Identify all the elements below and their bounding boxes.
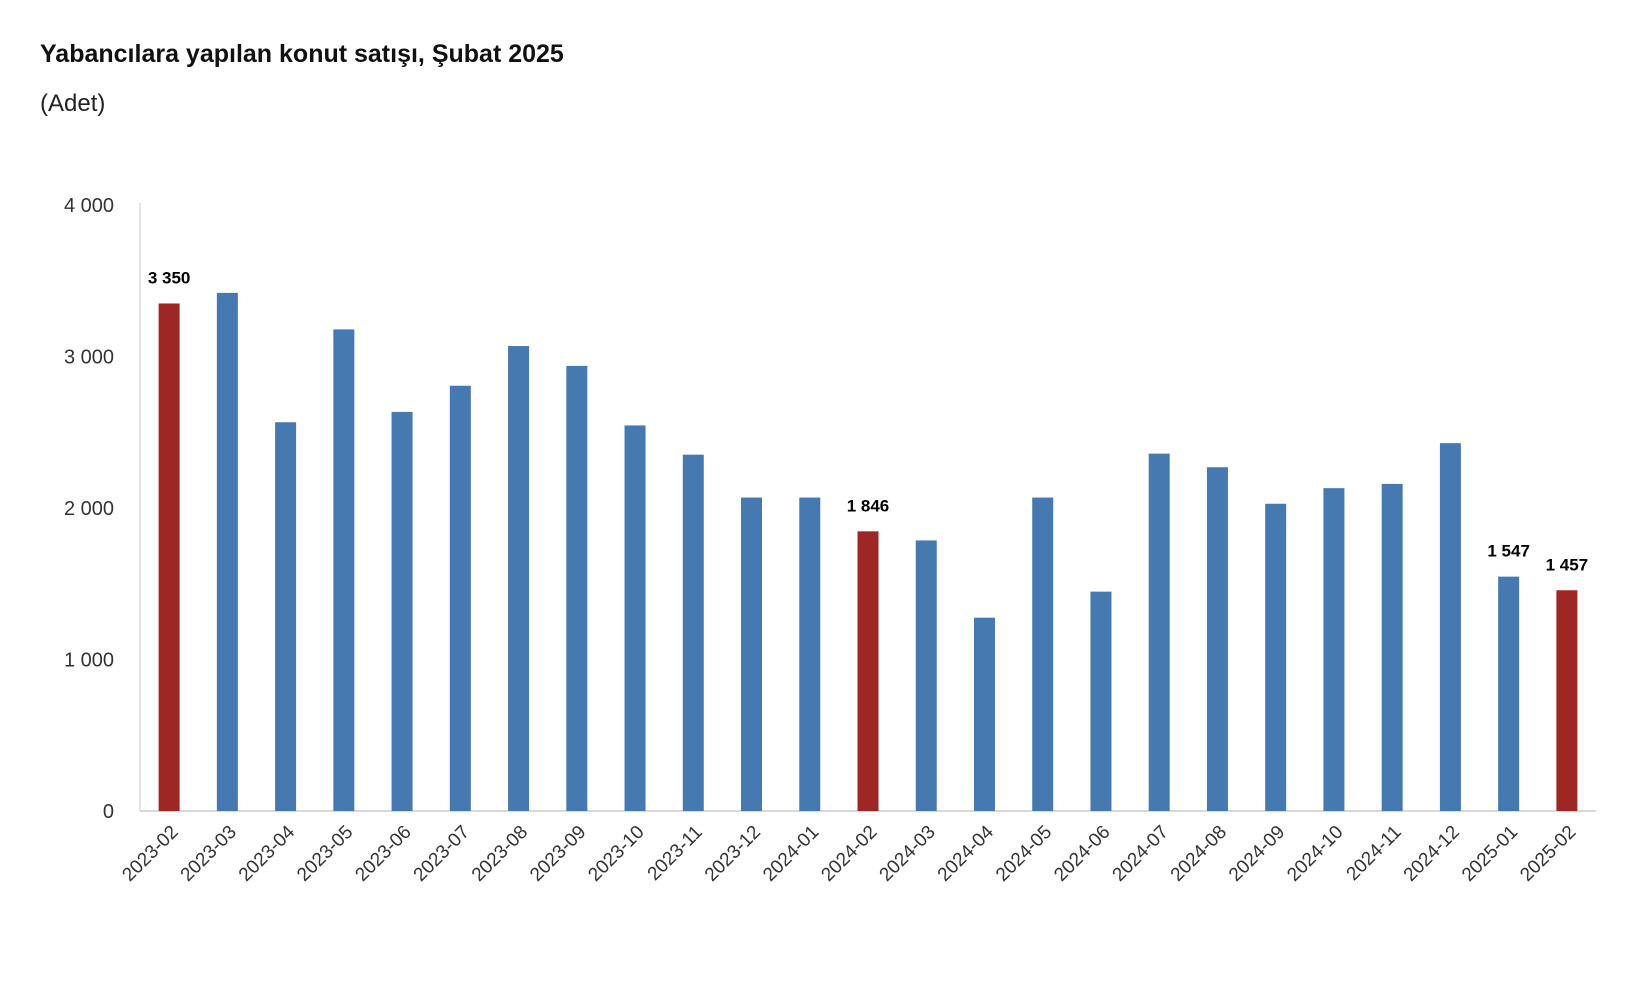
bar [449, 385, 471, 811]
bar [1498, 576, 1520, 811]
y-tick-label: 0 [103, 801, 114, 823]
bar [915, 540, 937, 811]
bar [1265, 503, 1287, 811]
x-tick-label: 2024-01 [759, 822, 823, 886]
bar [566, 365, 588, 811]
x-tick-label: 2023-04 [235, 821, 299, 885]
y-tick-label: 2 000 [64, 498, 114, 520]
x-tick-label: 2023-06 [351, 822, 415, 886]
bar [1090, 591, 1112, 811]
x-tick-label: 2024-11 [1343, 822, 1406, 885]
bar [391, 411, 413, 811]
x-tick-label: 2024-02 [817, 822, 881, 886]
bar [1556, 590, 1578, 811]
y-tick-label: 4 000 [64, 195, 114, 217]
x-tick-label: 2024-07 [1109, 822, 1173, 886]
bar [1148, 453, 1170, 811]
chart-title: Yabancılara yapılan konut satışı, Şubat … [40, 40, 564, 68]
x-tick-label: 2023-03 [177, 822, 241, 886]
x-tick-label: 2024-06 [1050, 822, 1114, 886]
bar [1439, 443, 1461, 811]
x-tick-label: 2023-08 [468, 822, 532, 886]
x-tick-label: 2023-02 [118, 822, 182, 886]
bar [333, 329, 355, 811]
x-tick-label: 2023-05 [293, 822, 357, 886]
y-tick-label: 3 000 [64, 347, 114, 369]
x-tick-label: 2023-12 [701, 822, 765, 886]
bar [857, 531, 879, 811]
x-tick-label: 2024-05 [992, 822, 1056, 886]
x-tick-label: 2024-12 [1400, 822, 1464, 886]
bar [624, 425, 646, 811]
x-tick-label: 2023-10 [584, 822, 648, 886]
y-tick-label: 1 000 [64, 650, 114, 672]
bar [682, 454, 704, 811]
x-tick-label: 2024-10 [1283, 822, 1347, 886]
bar [1323, 488, 1345, 811]
x-tick-label: 2023-11 [644, 822, 707, 885]
bar [799, 497, 821, 811]
data-label: 1 547 [1487, 542, 1530, 561]
x-tick-label: 2025-02 [1516, 822, 1580, 886]
x-tick-label: 2024-09 [1225, 822, 1289, 886]
data-label: 1 846 [847, 496, 890, 515]
x-tick-label: 2024-08 [1167, 822, 1231, 886]
x-tick-label: 2023-07 [410, 822, 474, 886]
bar [1381, 483, 1403, 811]
bar [973, 617, 995, 811]
x-tick-label: 2025-01 [1458, 822, 1522, 886]
bar [216, 292, 238, 811]
bar [1206, 467, 1228, 811]
data-label: 3 350 [148, 268, 191, 287]
x-tick-label: 2024-04 [934, 821, 998, 885]
data-label: 1 457 [1546, 555, 1589, 574]
bar [275, 422, 297, 811]
bar [508, 346, 530, 811]
x-tick-label: 2024-03 [876, 822, 940, 886]
bar [1032, 497, 1054, 811]
chart-subtitle: (Adet) [40, 90, 106, 117]
bar [741, 497, 763, 811]
x-tick-label: 2023-09 [526, 822, 590, 886]
bar [158, 303, 180, 811]
